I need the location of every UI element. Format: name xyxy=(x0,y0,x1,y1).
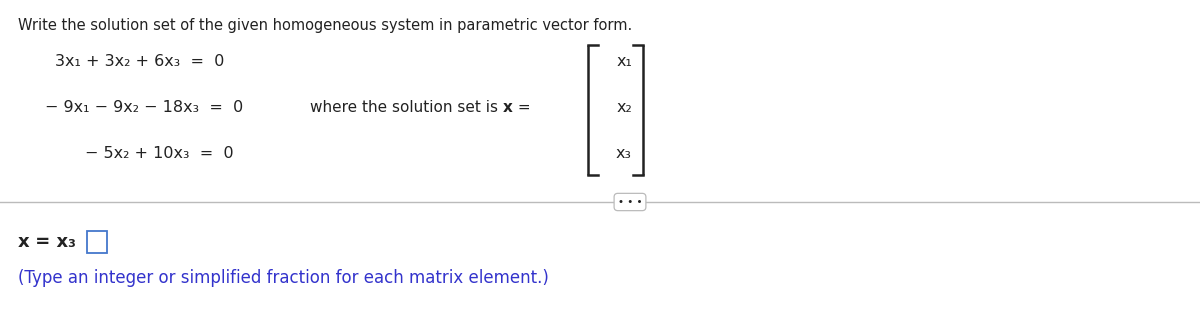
Text: • • •: • • • xyxy=(618,197,642,207)
Text: Write the solution set of the given homogeneous system in parametric vector form: Write the solution set of the given homo… xyxy=(18,18,632,33)
Text: x₃: x₃ xyxy=(616,147,632,161)
Text: − 9x₁ − 9x₂ − 18x₃  =  0: − 9x₁ − 9x₂ − 18x₃ = 0 xyxy=(46,101,244,115)
Text: 3x₁ + 3x₂ + 6x₃  =  0: 3x₁ + 3x₂ + 6x₃ = 0 xyxy=(55,54,224,70)
Text: x₁: x₁ xyxy=(616,54,632,70)
FancyBboxPatch shape xyxy=(88,231,107,253)
Text: − 5x₂ + 10x₃  =  0: − 5x₂ + 10x₃ = 0 xyxy=(85,147,234,161)
Text: x: x xyxy=(18,233,30,251)
Text: (Type an integer or simplified fraction for each matrix element.): (Type an integer or simplified fraction … xyxy=(18,269,548,287)
Text: x₂: x₂ xyxy=(616,101,632,115)
Text: = x₃: = x₃ xyxy=(29,233,76,251)
Text: where the solution set is: where the solution set is xyxy=(310,101,503,115)
Text: =: = xyxy=(514,101,530,115)
Text: x: x xyxy=(503,101,512,115)
